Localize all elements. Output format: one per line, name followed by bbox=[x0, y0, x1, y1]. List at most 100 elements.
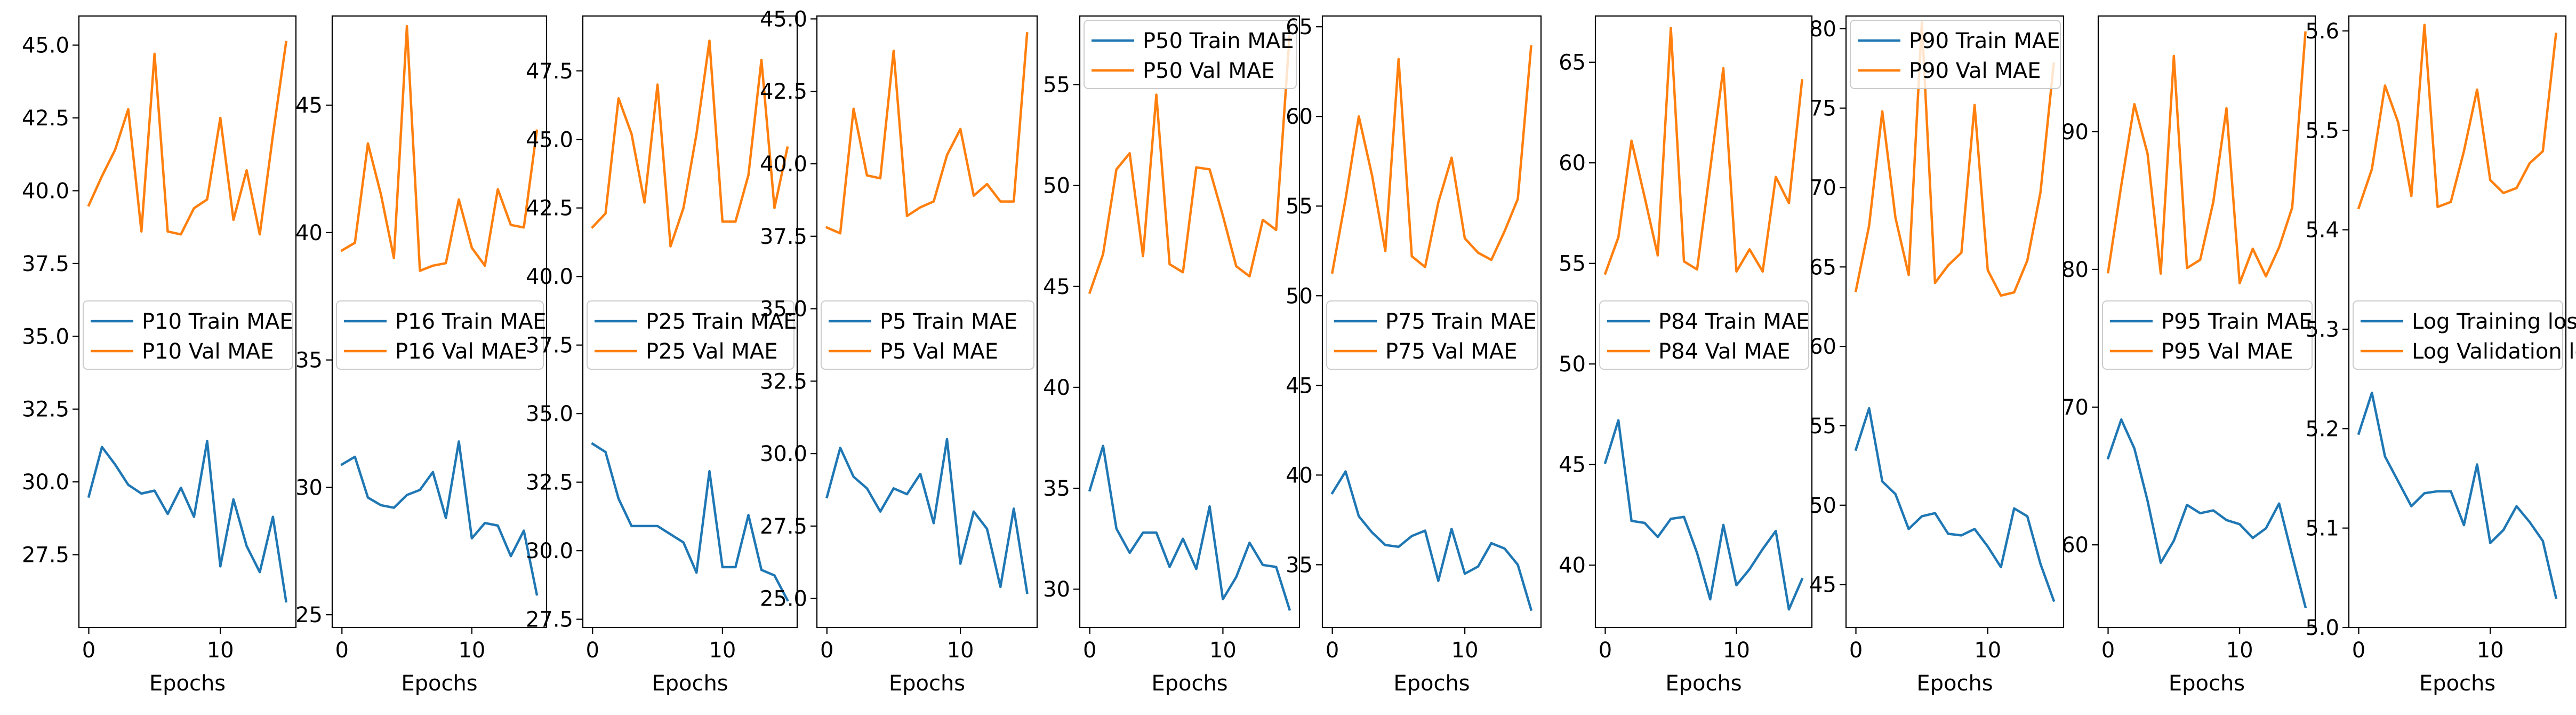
y-tick-label: 65 bbox=[1559, 51, 1586, 75]
x-tick-label: 0 bbox=[335, 638, 349, 663]
legend: P16 Train MAE P16 Val MAE bbox=[336, 300, 547, 370]
y-tick-label: 25 bbox=[295, 603, 323, 627]
y-tick-label: 42.5 bbox=[526, 196, 573, 221]
subplot-6: P75 Train MAE P75 Val MAE 35 40 45 50 55 60 65 0 1… bbox=[1286, 15, 1542, 696]
legend-entry: P10 Train MAE bbox=[142, 309, 293, 334]
y-tick-label: 30 bbox=[295, 475, 323, 500]
legend: P95 Train MAE P95 Val MAE bbox=[2102, 300, 2313, 370]
y-tick-label: 45.0 bbox=[22, 34, 69, 58]
series-line-val bbox=[1603, 27, 1803, 275]
y-tick-label: 47.5 bbox=[526, 59, 573, 84]
subplot-3: P25 Train MAE P25 Val MAE 27.5 30.0 32.5 35.0… bbox=[526, 15, 798, 696]
y-tick-label: 42.5 bbox=[760, 80, 807, 104]
y-tick-label: 45.0 bbox=[526, 128, 573, 152]
x-tick-label: 10 bbox=[458, 638, 485, 663]
x-axis-label: Epochs bbox=[652, 671, 728, 696]
y-tick-label: 50 bbox=[1559, 352, 1586, 377]
y-tick-label: 75 bbox=[1809, 97, 1836, 121]
subplot-10: Log Training loss Log Validation loss 5.0 5… bbox=[2305, 15, 2576, 696]
y-tick-label: 5.5 bbox=[2305, 118, 2339, 143]
legend-entry: P50 Train MAE bbox=[1143, 29, 1294, 53]
y-tick-label: 60 bbox=[1286, 105, 1313, 129]
axes-frame bbox=[1845, 15, 2065, 629]
y-tick-label: 45 bbox=[1043, 275, 1070, 299]
axes-frame bbox=[1079, 15, 1301, 629]
series-line-val bbox=[87, 41, 288, 236]
axes-frame bbox=[331, 15, 548, 629]
y-tick-label: 45 bbox=[1809, 573, 1836, 598]
x-tick-label: 10 bbox=[2226, 638, 2253, 663]
y-tick-label: 40 bbox=[295, 221, 323, 245]
series-line-val bbox=[2357, 23, 2557, 210]
y-tick-label: 5.6 bbox=[2305, 19, 2339, 44]
legend-entry: P25 Val MAE bbox=[646, 339, 777, 364]
series-line-train bbox=[591, 442, 789, 602]
y-tick-label: 35.0 bbox=[526, 402, 573, 426]
x-tick-label: 0 bbox=[2352, 638, 2365, 663]
legend-frame bbox=[1084, 20, 1297, 89]
series-line-train bbox=[2106, 418, 2307, 609]
legend-frame bbox=[83, 300, 293, 370]
legend-entry: P25 Train MAE bbox=[646, 309, 797, 334]
x-tick-label: 0 bbox=[1849, 638, 1863, 663]
y-tick-label: 40 bbox=[1559, 553, 1586, 578]
y-tick-label: 60 bbox=[2061, 533, 2089, 558]
legend: P10 Train MAE P10 Val MAE bbox=[83, 300, 293, 370]
y-tick-label: 60 bbox=[1559, 151, 1586, 176]
series-line-val bbox=[1330, 45, 1532, 274]
x-axis-label: Epochs bbox=[1393, 671, 1470, 696]
y-tick-label: 37.5 bbox=[22, 252, 69, 276]
x-tick-label: 10 bbox=[1451, 638, 1479, 663]
y-tick-label: 37.5 bbox=[526, 333, 573, 358]
y-tick-label: 40 bbox=[1286, 463, 1313, 488]
series-line-val bbox=[340, 25, 539, 272]
legend: Log Training loss Log Validation loss bbox=[2353, 300, 2576, 370]
y-tick-label: 80 bbox=[2061, 258, 2089, 282]
subplot-9: P95 Train MAE P95 Val MAE 60 70 80 90 0 10 Epoch… bbox=[2061, 15, 2316, 696]
x-tick-label: 0 bbox=[820, 638, 833, 663]
y-tick-label: 35.0 bbox=[22, 324, 69, 349]
x-tick-label: 0 bbox=[1326, 638, 1339, 663]
y-tick-label: 65 bbox=[1286, 15, 1313, 39]
legend-entry: P16 Train MAE bbox=[395, 309, 547, 334]
legend-frame bbox=[587, 300, 795, 370]
y-tick-label: 37.5 bbox=[760, 225, 807, 249]
legend: P84 Train MAE P84 Val MAE bbox=[1599, 300, 1810, 370]
y-tick-label: 42.5 bbox=[22, 106, 69, 131]
y-tick-label: 45 bbox=[295, 93, 323, 118]
y-tick-label: 40.0 bbox=[760, 152, 807, 177]
legend: P25 Train MAE P25 Val MAE bbox=[587, 300, 797, 370]
y-tick-label: 45 bbox=[1559, 453, 1586, 478]
series-line-val bbox=[591, 39, 789, 248]
y-tick-label: 5.1 bbox=[2305, 517, 2339, 541]
y-tick-label: 5.0 bbox=[2305, 616, 2339, 640]
y-tick-label: 55 bbox=[1559, 252, 1586, 276]
legend: P90 Train MAE P90 Val MAE bbox=[1850, 20, 2061, 89]
series-line-train bbox=[340, 440, 539, 596]
y-tick-label: 35 bbox=[1286, 553, 1313, 577]
y-tick-label: 27.5 bbox=[22, 543, 69, 568]
x-axis-label: Epochs bbox=[889, 671, 965, 696]
series-line-train bbox=[1603, 419, 1804, 611]
y-tick-label: 50 bbox=[1809, 494, 1836, 518]
y-tick-label: 5.4 bbox=[2305, 218, 2339, 243]
legend-frame bbox=[2102, 300, 2313, 370]
y-tick-label: 70 bbox=[2061, 395, 2089, 420]
legend-entry: P95 Train MAE bbox=[2161, 309, 2313, 334]
axes-frame bbox=[1594, 15, 1813, 629]
series-line-train bbox=[1088, 444, 1291, 611]
y-tick-label: 55 bbox=[1809, 414, 1836, 439]
y-tick-label: 35.0 bbox=[760, 297, 807, 322]
series-line-train bbox=[2357, 391, 2558, 599]
legend-frame bbox=[336, 300, 544, 370]
y-tick-label: 32.5 bbox=[760, 369, 807, 394]
legend-frame bbox=[1326, 300, 1538, 370]
series-line-val bbox=[1854, 21, 2055, 297]
y-tick-label: 30.0 bbox=[760, 442, 807, 466]
x-tick-label: 0 bbox=[82, 638, 95, 663]
y-tick-label: 5.2 bbox=[2305, 417, 2339, 441]
y-tick-label: 45.0 bbox=[760, 7, 807, 31]
legend-entry: P75 Train MAE bbox=[1385, 309, 1537, 334]
legend-entry: P5 Val MAE bbox=[880, 339, 998, 364]
y-tick-label: 90 bbox=[2061, 120, 2089, 145]
